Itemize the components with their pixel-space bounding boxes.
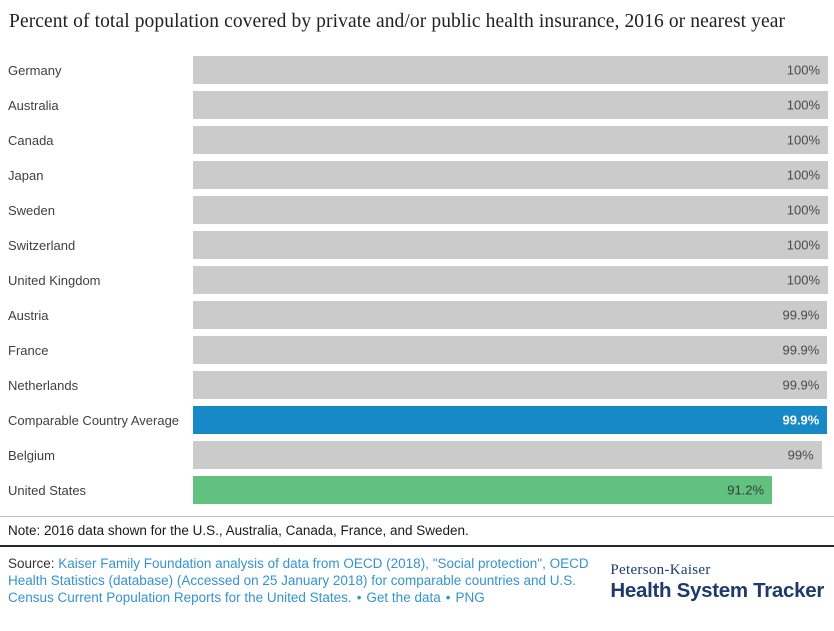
bar-row: Netherlands 99.9%: [0, 368, 834, 403]
bar-value: 100%: [786, 97, 820, 113]
bar-value: 99%: [787, 447, 814, 463]
bullet-separator: •: [356, 589, 362, 605]
row-label: Austria: [8, 307, 49, 323]
bar: 100%: [193, 126, 828, 155]
bar: 100%: [193, 196, 828, 225]
bar-track: 99.9%: [193, 371, 828, 400]
bar: 99%: [193, 441, 822, 470]
note-divider-top: [0, 515, 834, 517]
note-divider-bottom: [0, 544, 834, 547]
bar: 99.9%: [193, 406, 828, 435]
bar-row: Comparable Country Average 99.9%: [0, 403, 834, 438]
bar: 100%: [193, 56, 828, 85]
bar-row: United Kingdom 100%: [0, 263, 834, 298]
row-label: Canada: [8, 132, 54, 148]
chart-title: Percent of total population covered by p…: [9, 11, 786, 32]
bar: 100%: [193, 161, 828, 190]
source-link[interactable]: Kaiser Family Foundation analysis of dat…: [8, 555, 589, 605]
bar-value: 100%: [786, 132, 820, 148]
health-system-tracker-logo: Peterson-Kaiser Health System Tracker: [610, 562, 826, 606]
row-label: Germany: [8, 62, 62, 78]
bar: 99.9%: [193, 301, 828, 330]
bar-value: 99.9%: [782, 412, 820, 428]
row-label: Australia: [8, 97, 59, 113]
bar: 100%: [193, 91, 828, 120]
bar: 100%: [193, 266, 828, 295]
bar-value: 100%: [786, 202, 820, 218]
bar-row: United States 91.2%: [0, 473, 834, 508]
logo-peterson-kaiser: Peterson-Kaiser: [610, 561, 711, 578]
png-download-link[interactable]: PNG: [455, 589, 485, 605]
bar-row: Belgium 99%: [0, 438, 834, 473]
bar-track: 91.2%: [193, 476, 828, 505]
bar-row: France 99.9%: [0, 333, 834, 368]
bar-track: 100%: [193, 56, 828, 85]
bar-value: 99.9%: [782, 377, 820, 393]
bar-track: 100%: [193, 91, 828, 120]
row-label: Comparable Country Average: [8, 412, 180, 428]
bar-value: 100%: [786, 167, 820, 183]
bar-value: 100%: [786, 237, 820, 253]
bar-value: 99.9%: [782, 342, 820, 358]
bar-track: 99.9%: [193, 336, 828, 365]
bar-row: Australia 100%: [0, 88, 834, 123]
bar-track: 100%: [193, 266, 828, 295]
bar-row: Germany 100%: [0, 53, 834, 88]
chart-note: Note: 2016 data shown for the U.S., Aust…: [8, 522, 469, 538]
bar-row: Japan 100%: [0, 158, 834, 193]
bar-track: 99.9%: [193, 301, 828, 330]
row-label: Japan: [8, 167, 44, 183]
bar: 99.9%: [193, 336, 828, 365]
row-label: Switzerland: [8, 237, 76, 253]
bar-track: 100%: [193, 126, 828, 155]
row-label: United States: [8, 482, 87, 498]
bar-value: 91.2%: [727, 482, 765, 498]
bar-track: 100%: [193, 196, 828, 225]
row-label: Sweden: [8, 202, 55, 218]
bar-row: Canada 100%: [0, 123, 834, 158]
chart-footer: Source: Kaiser Family Foundation analysi…: [0, 547, 834, 606]
bar-track: 100%: [193, 231, 828, 260]
row-label: France: [8, 342, 49, 358]
bar-value: 100%: [786, 62, 820, 78]
bar-row: Sweden 100%: [0, 193, 834, 228]
row-label: Belgium: [8, 447, 55, 463]
row-label: United Kingdom: [8, 272, 101, 288]
row-label: Netherlands: [8, 377, 79, 393]
bar: 99.9%: [193, 371, 828, 400]
get-the-data-link[interactable]: Get the data: [366, 589, 441, 605]
logo-health-system-tracker: Health System Tracker: [610, 578, 824, 602]
bar-row: Switzerland 100%: [0, 228, 834, 263]
bar-value: 99.9%: [782, 307, 820, 323]
bar-rows: Germany 100% Australia 100% Canada 100%: [0, 53, 834, 508]
bar-track: 99%: [193, 441, 828, 470]
bullet-separator: •: [445, 589, 451, 605]
bar-value: 100%: [786, 272, 820, 288]
bar: 100%: [193, 231, 828, 260]
bar-track: 99.9%: [193, 406, 828, 435]
bar-track: 100%: [193, 161, 828, 190]
source-text: Source: Kaiser Family Foundation analysi…: [8, 555, 604, 606]
source-prefix: Source:: [8, 555, 59, 571]
bar: 91.2%: [193, 476, 773, 505]
bar-row: Austria 99.9%: [0, 298, 834, 333]
